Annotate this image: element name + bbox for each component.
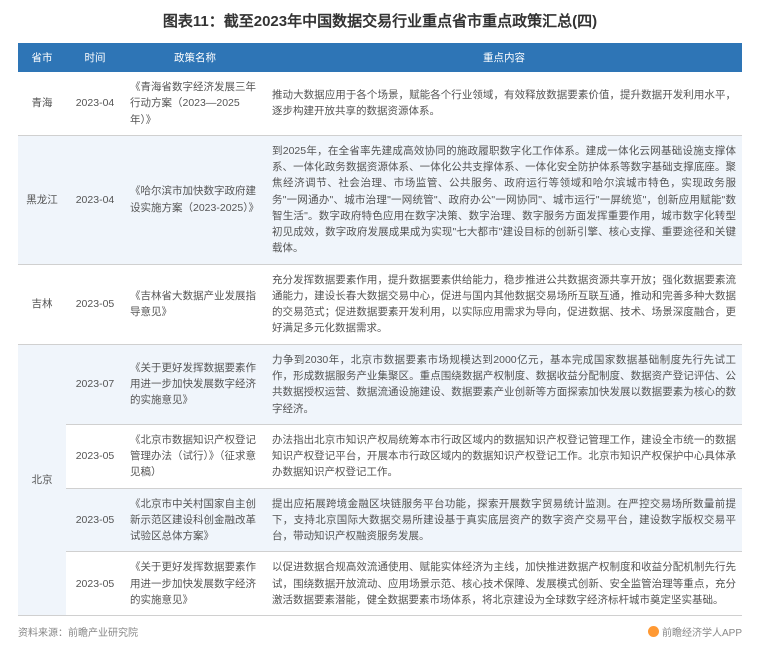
cell-content: 提出应拓展跨境金融区块链服务平台功能，探索开展数字贸易统计监测。在严控交易场所数…	[266, 488, 742, 552]
cell-province: 北京	[18, 344, 66, 615]
footer-brand: 前瞻经济学人APP	[662, 624, 742, 639]
cell-content: 以促进数据合规高效流通使用、赋能实体经济为主线，加快推进数据产权制度和收益分配机…	[266, 552, 742, 616]
cell-policy: 《哈尔滨市加快数字政府建设实施方案（2023-2025）》	[124, 135, 266, 264]
chart-title: 图表11：截至2023年中国数据交易行业重点省市重点政策汇总(四)	[18, 10, 742, 31]
cell-policy: 《北京市中关村国家自主创新示范区建设科创金融改革试验区总体方案》	[124, 488, 266, 552]
footer: 资料来源：前瞻产业研究院 前瞻经济学人APP	[18, 624, 742, 639]
cell-content: 力争到2030年，北京市数据要素市场规模达到2000亿元，基本完成国家数据基础制…	[266, 344, 742, 424]
cell-policy: 《关于更好发挥数据要素作用进一步加快发展数字经济的实施意见》	[124, 552, 266, 616]
cell-province: 吉林	[18, 264, 66, 344]
cell-time: 2023-05	[66, 424, 124, 488]
header-province: 省市	[18, 43, 66, 72]
table-row: 2023-05《北京市数据知识产权登记管理办法（试行）》（征求意见稿）办法指出北…	[18, 424, 742, 488]
cell-content: 推动大数据应用于各个场景，赋能各个行业领域，有效释放数据要素价值，提升数据开发利…	[266, 72, 742, 135]
cell-policy: 《青海省数字经济发展三年行动方案（2023—2025年）》	[124, 72, 266, 135]
table-header-row: 省市 时间 政策名称 重点内容	[18, 43, 742, 72]
header-content: 重点内容	[266, 43, 742, 72]
footer-source: 资料来源：前瞻产业研究院	[18, 624, 138, 639]
table-row: 青海2023-04《青海省数字经济发展三年行动方案（2023—2025年）》推动…	[18, 72, 742, 135]
table-row: 黑龙江2023-04《哈尔滨市加快数字政府建设实施方案（2023-2025）》到…	[18, 135, 742, 264]
cell-time: 2023-07	[66, 344, 124, 424]
cell-policy: 《关于更好发挥数据要素作用进一步加快发展数字经济的实施意见》	[124, 344, 266, 424]
cell-policy: 《吉林省大数据产业发展指导意见》	[124, 264, 266, 344]
table-row: 2023-05《北京市中关村国家自主创新示范区建设科创金融改革试验区总体方案》提…	[18, 488, 742, 552]
cell-province: 黑龙江	[18, 135, 66, 264]
table-row: 吉林2023-05《吉林省大数据产业发展指导意见》充分发挥数据要素作用，提升数据…	[18, 264, 742, 344]
cell-time: 2023-04	[66, 72, 124, 135]
brand-logo-icon	[648, 626, 659, 637]
cell-content: 充分发挥数据要素作用，提升数据要素供给能力，稳步推进公共数据资源共享开放；强化数…	[266, 264, 742, 344]
cell-province: 青海	[18, 72, 66, 135]
table-row: 北京2023-07《关于更好发挥数据要素作用进一步加快发展数字经济的实施意见》力…	[18, 344, 742, 424]
cell-policy: 《北京市数据知识产权登记管理办法（试行）》（征求意见稿）	[124, 424, 266, 488]
cell-time: 2023-04	[66, 135, 124, 264]
cell-time: 2023-05	[66, 264, 124, 344]
header-time: 时间	[66, 43, 124, 72]
cell-time: 2023-05	[66, 488, 124, 552]
policy-table: 省市 时间 政策名称 重点内容 青海2023-04《青海省数字经济发展三年行动方…	[18, 43, 742, 616]
cell-time: 2023-05	[66, 552, 124, 616]
cell-content: 办法指出北京市知识产权局统筹本市行政区域内的数据知识产权登记管理工作，建设全市统…	[266, 424, 742, 488]
header-policy: 政策名称	[124, 43, 266, 72]
cell-content: 到2025年，在全省率先建成高效协同的施政履职数字化工作体系。建成一体化云网基础…	[266, 135, 742, 264]
footer-brand-wrap: 前瞻经济学人APP	[648, 624, 742, 639]
table-row: 2023-05《关于更好发挥数据要素作用进一步加快发展数字经济的实施意见》以促进…	[18, 552, 742, 616]
